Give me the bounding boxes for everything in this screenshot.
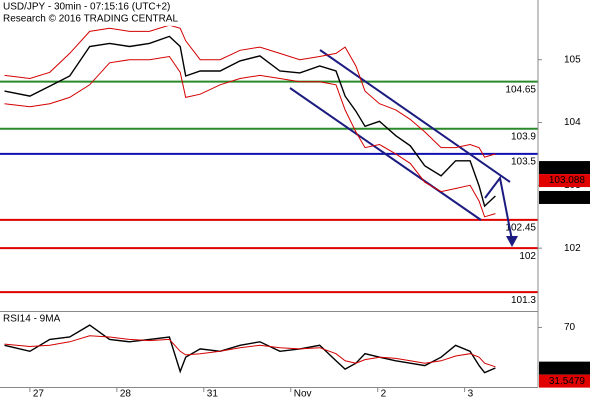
x-tick-label: 31 [207,389,219,400]
price-label: 31.5479 [549,376,586,387]
x-tick-label: 28 [120,389,132,400]
y-tick-label: 102 [564,243,581,254]
price-label-box [539,174,590,188]
series-line [4,335,496,368]
price-label: 102.807 [549,192,586,203]
rsi-title: RSI14 - 9MA [3,314,61,325]
level-label: 104.65 [505,84,536,95]
level-label: 102.45 [505,223,536,234]
price-label-box [539,161,590,175]
x-tick-label: Nov [294,389,312,400]
price-label: 103.283 [549,162,586,173]
series-line [4,35,496,208]
price-label: 35.8509 [549,363,586,374]
series-line [4,55,496,218]
chart-title: USD/JPY - 30min - 07:15:16 (UTC+2) [3,2,170,13]
y-tick-label: 105 [564,54,581,65]
chart-subtitle: Research © 2016 TRADING CENTRAL [3,14,178,25]
level-label: 103.5 [511,157,536,168]
x-tick-label: 27 [33,389,45,400]
series-line [4,24,496,158]
forecast-arrow [484,175,513,241]
level-label: 103.9 [511,131,536,142]
levels: 104.65 103.9 103.5 102.45 102 101.3 [0,80,538,306]
channel-lower [289,87,482,221]
price-label-box [539,190,590,204]
level-label: 102 [519,251,536,262]
y-tick-label: 70 [564,322,576,333]
arrow-head [506,236,518,247]
plot [4,24,496,374]
level-label: 101.3 [511,295,536,306]
labels: 105104103102272831Nov23103.283103.088102… [29,54,590,400]
price-label-box [539,361,590,375]
channel-upper [319,49,511,183]
title-bg [0,0,190,26]
price-label-box [539,374,590,388]
x-tick-label: 2 [381,389,387,400]
series-line [4,324,496,374]
y-tick-label: 104 [564,117,581,128]
price-label: 103.088 [549,175,586,186]
x-tick-label: 3 [468,389,474,400]
